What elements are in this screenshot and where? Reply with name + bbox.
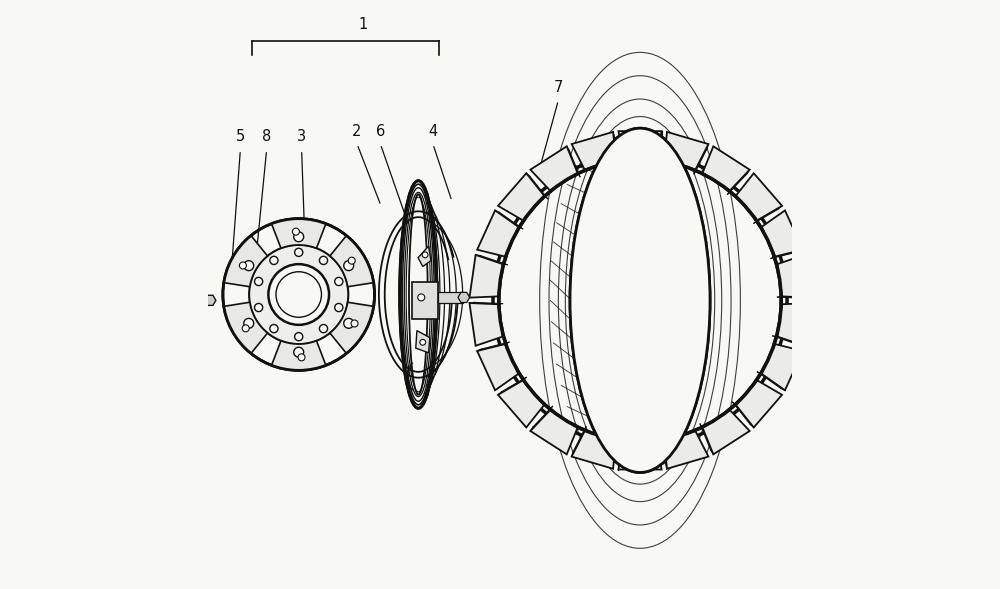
Polygon shape xyxy=(498,173,544,220)
Ellipse shape xyxy=(239,262,246,269)
Polygon shape xyxy=(469,255,503,297)
Polygon shape xyxy=(272,341,326,370)
Ellipse shape xyxy=(493,153,787,448)
Ellipse shape xyxy=(570,128,710,472)
Polygon shape xyxy=(736,173,782,220)
Text: 3: 3 xyxy=(297,130,306,144)
Polygon shape xyxy=(458,292,470,303)
Ellipse shape xyxy=(319,256,328,264)
Polygon shape xyxy=(477,344,518,391)
Ellipse shape xyxy=(244,261,254,270)
Polygon shape xyxy=(572,431,616,469)
Ellipse shape xyxy=(418,294,425,301)
Polygon shape xyxy=(664,431,708,469)
Ellipse shape xyxy=(335,277,343,286)
Ellipse shape xyxy=(270,325,278,333)
Ellipse shape xyxy=(351,320,358,327)
Ellipse shape xyxy=(294,348,304,357)
Polygon shape xyxy=(762,344,803,391)
Polygon shape xyxy=(224,236,268,287)
Text: 6: 6 xyxy=(376,124,385,138)
Polygon shape xyxy=(530,411,577,454)
Polygon shape xyxy=(618,442,662,469)
Ellipse shape xyxy=(344,319,354,328)
Ellipse shape xyxy=(276,272,321,317)
Ellipse shape xyxy=(270,256,278,264)
Polygon shape xyxy=(204,295,216,305)
Polygon shape xyxy=(777,303,811,346)
Ellipse shape xyxy=(249,245,348,344)
Polygon shape xyxy=(777,255,811,297)
Ellipse shape xyxy=(335,303,343,312)
Text: 2: 2 xyxy=(352,124,362,138)
Text: 1: 1 xyxy=(358,17,368,32)
Polygon shape xyxy=(418,246,431,266)
Polygon shape xyxy=(477,210,518,257)
FancyBboxPatch shape xyxy=(412,282,438,319)
Polygon shape xyxy=(416,330,430,353)
Ellipse shape xyxy=(400,181,437,408)
Ellipse shape xyxy=(570,128,710,472)
Ellipse shape xyxy=(292,228,299,235)
Polygon shape xyxy=(330,236,374,287)
FancyBboxPatch shape xyxy=(438,292,463,303)
Ellipse shape xyxy=(422,252,428,258)
Ellipse shape xyxy=(255,277,263,286)
Text: 5: 5 xyxy=(236,130,245,144)
Polygon shape xyxy=(330,302,374,353)
Ellipse shape xyxy=(420,339,426,345)
Polygon shape xyxy=(664,132,708,170)
Ellipse shape xyxy=(242,325,249,332)
Polygon shape xyxy=(703,146,750,190)
Ellipse shape xyxy=(295,333,303,341)
Ellipse shape xyxy=(268,264,329,325)
Text: 7: 7 xyxy=(554,80,563,95)
Ellipse shape xyxy=(294,232,304,241)
Polygon shape xyxy=(272,219,326,248)
Polygon shape xyxy=(498,380,544,428)
Text: 8: 8 xyxy=(262,130,271,144)
Polygon shape xyxy=(736,380,782,428)
Ellipse shape xyxy=(319,325,328,333)
Ellipse shape xyxy=(344,261,354,270)
Polygon shape xyxy=(618,131,662,159)
Text: 4: 4 xyxy=(428,124,438,138)
Ellipse shape xyxy=(244,319,254,328)
Polygon shape xyxy=(197,295,209,305)
Polygon shape xyxy=(530,146,577,190)
Polygon shape xyxy=(762,210,803,257)
Ellipse shape xyxy=(255,303,263,312)
Ellipse shape xyxy=(223,219,375,370)
Ellipse shape xyxy=(295,248,303,256)
Ellipse shape xyxy=(298,354,305,361)
Polygon shape xyxy=(572,132,616,170)
Polygon shape xyxy=(703,411,750,454)
Ellipse shape xyxy=(348,257,355,264)
Polygon shape xyxy=(224,302,268,353)
Polygon shape xyxy=(469,303,503,346)
